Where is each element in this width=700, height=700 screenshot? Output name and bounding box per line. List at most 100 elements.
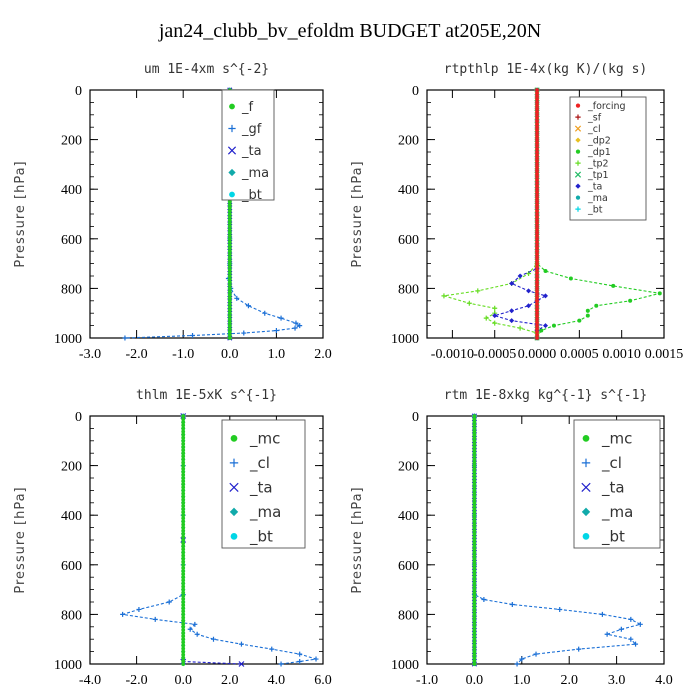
data-point	[535, 326, 539, 331]
data-point	[535, 258, 539, 263]
data-point	[472, 420, 477, 425]
data-point	[535, 255, 539, 260]
legend-entry: _cl	[601, 454, 622, 473]
data-point	[472, 445, 477, 449]
data-point	[539, 328, 544, 333]
data-point	[472, 615, 477, 620]
data-point	[181, 590, 186, 595]
data-point	[181, 463, 186, 468]
legend-symbol	[575, 206, 581, 212]
data-point	[181, 525, 186, 530]
data-point	[181, 646, 186, 651]
legend-symbol	[574, 171, 582, 178]
series-line	[443, 90, 538, 338]
data-point	[535, 103, 539, 108]
legend-entry: _ta	[587, 181, 602, 192]
data-point	[472, 435, 477, 440]
x-tick-label: 1.0	[268, 347, 286, 362]
data-point	[535, 187, 539, 192]
data-point	[227, 230, 232, 235]
data-point	[472, 438, 477, 443]
data-point	[535, 97, 539, 102]
data-point	[181, 550, 186, 555]
data-point	[472, 414, 477, 418]
data-point	[181, 488, 186, 493]
data-point	[181, 606, 186, 611]
legend-symbol	[227, 146, 237, 155]
data-point	[633, 641, 639, 647]
data-point	[472, 593, 477, 598]
data-point	[535, 88, 539, 92]
data-point	[472, 603, 477, 608]
y-axis-label: Pressure [hPa]	[350, 160, 365, 267]
data-point	[181, 603, 186, 608]
chart-panel-2: rtpthlp 1E-4x(kg K)/(kg s) Pressure [hPa]…	[350, 62, 683, 362]
y-tick-label: 800	[61, 608, 82, 623]
data-point	[181, 485, 186, 490]
legend-entry: _ma	[249, 503, 281, 522]
data-point	[181, 553, 186, 558]
data-point	[227, 267, 232, 272]
data-point	[535, 156, 539, 161]
data-point	[535, 168, 539, 173]
data-point	[181, 451, 186, 456]
x-tick-label: 6.0	[314, 673, 332, 688]
y-tick-label: 200	[61, 460, 82, 475]
legend-entry: _ta	[601, 479, 625, 498]
legend-entry: _mc	[249, 430, 280, 449]
legend-symbol	[575, 183, 581, 189]
data-point	[472, 519, 477, 524]
data-point	[611, 283, 616, 288]
data-point	[190, 333, 196, 339]
data-point	[472, 600, 477, 604]
data-point	[194, 631, 200, 637]
legend-symbol	[581, 507, 591, 517]
data-point	[181, 640, 186, 645]
data-point	[210, 636, 216, 642]
data-point	[472, 510, 477, 515]
data-point	[227, 205, 232, 210]
data-point	[227, 258, 232, 263]
data-point	[472, 432, 477, 437]
data-point	[181, 522, 186, 527]
data-point	[181, 596, 186, 601]
data-point	[628, 636, 634, 642]
x-tick-label: -1.0	[416, 673, 438, 688]
data-point	[472, 507, 477, 511]
data-point	[313, 656, 319, 662]
data-point	[526, 303, 532, 309]
y-tick-label: 600	[61, 233, 82, 248]
legend-symbol	[582, 435, 590, 442]
x-tick-label: -4.0	[79, 673, 101, 688]
data-point	[535, 329, 539, 334]
data-point	[181, 581, 186, 586]
data-point	[535, 212, 539, 216]
data-point	[535, 208, 539, 213]
data-point	[472, 643, 477, 648]
legend-entry: _ma	[241, 166, 269, 181]
data-point	[293, 320, 299, 326]
x-tick-label: 0.0005	[560, 347, 599, 362]
legend-symbol	[228, 124, 236, 133]
series-line	[536, 90, 660, 339]
data-point	[481, 597, 487, 603]
legend-entry: _dp1	[587, 147, 611, 158]
data-point	[535, 274, 539, 278]
data-point	[472, 606, 477, 611]
x-tick-label: -1.0	[172, 347, 194, 362]
x-tick-label: 0.0	[174, 673, 192, 688]
x-tick-label: -2.0	[126, 347, 148, 362]
data-point	[227, 264, 232, 269]
data-point	[181, 538, 186, 542]
data-point	[472, 609, 477, 614]
y-axis-label: Pressure [hPa]	[13, 160, 28, 267]
data-point	[227, 221, 232, 226]
data-point	[227, 249, 232, 254]
data-point	[273, 328, 279, 334]
legend-symbol	[575, 137, 581, 143]
data-point	[472, 550, 477, 555]
data-point	[297, 659, 303, 665]
data-point	[181, 541, 186, 546]
data-point	[227, 323, 232, 328]
chart-panel-3: thlm 1E-5xK s^{-1} Pressure [hPa] 0 200 400 6…	[13, 388, 332, 688]
